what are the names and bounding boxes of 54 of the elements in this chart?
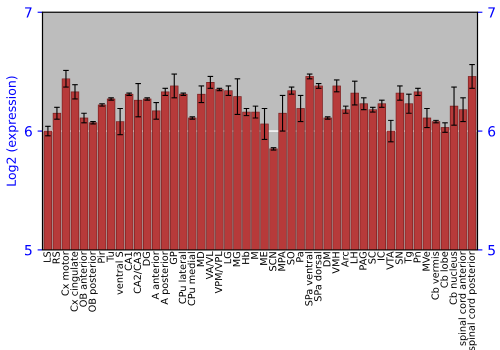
x-tick-label: SPa dorsal	[314, 252, 322, 302]
x-tick-label: PAG	[359, 252, 367, 270]
x-tick-label: LS	[43, 252, 51, 262]
x-tick-label: A posterior	[160, 251, 170, 305]
y2-tick-label: 7	[488, 7, 495, 18]
x-tick-label: DM	[323, 252, 330, 266]
x-tick-label: ventral S	[115, 252, 123, 295]
y2-tick-label: 5	[488, 245, 495, 256]
x-tick-label: Cb nucleus	[449, 252, 457, 304]
x-tick-label: spinal cord anterior	[458, 251, 468, 346]
x-tick-label: LH	[350, 252, 358, 264]
x-tick-label: MPA	[278, 251, 286, 271]
x-tick-label: Cb lobe	[440, 252, 448, 288]
x-tick-label: DG	[142, 252, 150, 266]
x-tick-label: SN	[395, 252, 403, 264]
x-tick-label: M	[251, 252, 258, 259]
x-tick-label: MD	[196, 252, 204, 266]
x-tick-label: SC	[368, 252, 376, 264]
x-tick-label: CPu lateral	[178, 252, 186, 304]
y-tick-label: 7	[25, 7, 32, 18]
y-tick-label: 6	[24, 126, 32, 137]
x-tick-label: VA/VL	[206, 251, 214, 280]
x-tick-label: Cx cingulate	[70, 252, 80, 312]
x-tick-label: Tu	[106, 252, 114, 262]
x-tick-label: Arc	[341, 252, 349, 267]
x-tick-label: VMH	[332, 252, 340, 274]
x-tick-label: Pa	[296, 252, 304, 262]
x-tick-label: VPM/VPL	[214, 251, 223, 294]
x-tick-label: OB anterior	[79, 251, 87, 307]
x-tick-label: Pir	[97, 251, 105, 263]
x-tick-label: Hb	[242, 252, 250, 264]
x-tick-label: CA2/CA3	[134, 252, 142, 294]
x-tick-label: Tg	[404, 252, 414, 264]
x-tick-label: OB posterior	[88, 251, 98, 312]
y2-tick-label: 6	[488, 126, 496, 137]
x-tick-label: IC	[377, 252, 385, 260]
x-tick-label: CPu medial	[188, 252, 196, 306]
x-tick-label: CA1	[124, 252, 132, 270]
y-tick-label: 5	[25, 245, 32, 256]
x-tick-label: Cx motor	[61, 251, 69, 296]
x-tick-label: SO	[287, 252, 294, 264]
x-tick-label: SCN	[269, 252, 276, 271]
x-tick-label: A anterior	[152, 251, 160, 300]
x-tick-label: GP	[170, 252, 178, 264]
y-axis-title: Log2 (expression)	[6, 76, 18, 186]
x-tick-label: SPa ventral	[304, 252, 312, 306]
x-tick-label: MVe	[422, 252, 430, 271]
x-tick-label: RS	[52, 252, 60, 264]
x-tick-label: Pn	[414, 252, 421, 262]
x-tick-label: Cb vermis	[431, 252, 439, 300]
x-tick-label: ME	[260, 252, 268, 265]
x-tick-label: MG	[232, 252, 240, 266]
x-tick-label: VTA	[386, 251, 394, 270]
x-tick-label: LG	[224, 252, 232, 264]
